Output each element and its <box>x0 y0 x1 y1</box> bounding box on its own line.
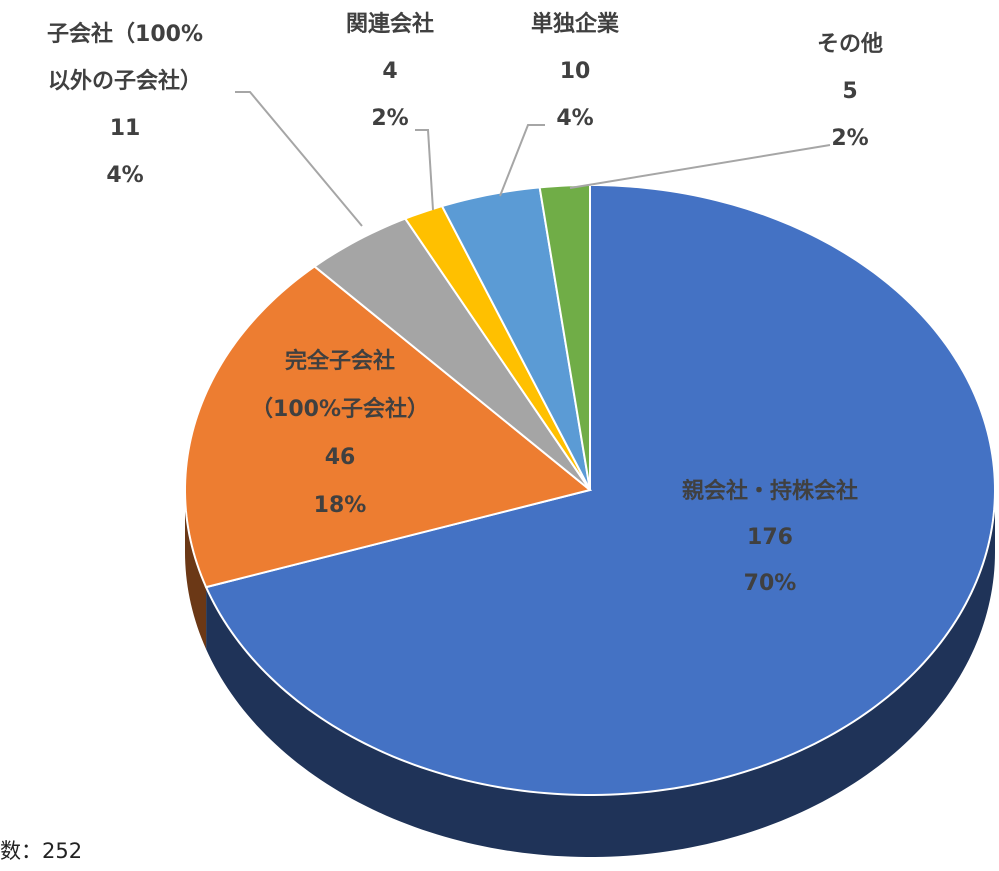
data-label-value: 11 <box>110 116 141 141</box>
slice <box>403 204 591 491</box>
data-label-value: 46 <box>325 445 356 470</box>
labels: 親会社・持株会社 176 70% 完全子会社 （100%子会社） 46 18% 子会社（100… <box>47 11 883 596</box>
leader-line <box>569 144 831 189</box>
data-label-percent: 4% <box>106 163 143 188</box>
data-label-name: その他 <box>817 32 883 57</box>
data-label-name: 子会社（100% <box>47 21 203 47</box>
slice <box>440 186 591 491</box>
data-label-percent: 2% <box>371 106 408 131</box>
data-label-value: 5 <box>842 79 857 104</box>
data-label-percent: 70% <box>744 571 797 596</box>
data-label-value: 10 <box>560 59 591 84</box>
slice <box>204 183 996 796</box>
pie <box>184 183 996 857</box>
data-label-name: 関連会社 <box>346 11 434 37</box>
leader-line <box>499 124 545 197</box>
slice <box>312 217 591 491</box>
slice <box>184 265 593 589</box>
data-label-name: 完全子会社 <box>285 348 395 374</box>
data-label-percent: 2% <box>831 126 868 151</box>
slice-side <box>185 490 207 650</box>
data-label-name: 親会社・持株会社 <box>682 478 858 504</box>
leader-line <box>235 91 363 227</box>
leader-line <box>415 129 434 211</box>
note: 数：252 <box>0 839 82 863</box>
data-label-name: （100%子会社） <box>251 396 429 422</box>
data-label-percent: 4% <box>556 106 593 131</box>
data-label-percent: 18% <box>314 493 367 518</box>
data-label-value: 4 <box>382 59 397 84</box>
data-label-name: 以外の子会社） <box>48 68 202 94</box>
data-label-value: 176 <box>747 525 793 550</box>
slice-side <box>206 490 996 857</box>
data-label-name: 単独企業 <box>531 11 620 37</box>
